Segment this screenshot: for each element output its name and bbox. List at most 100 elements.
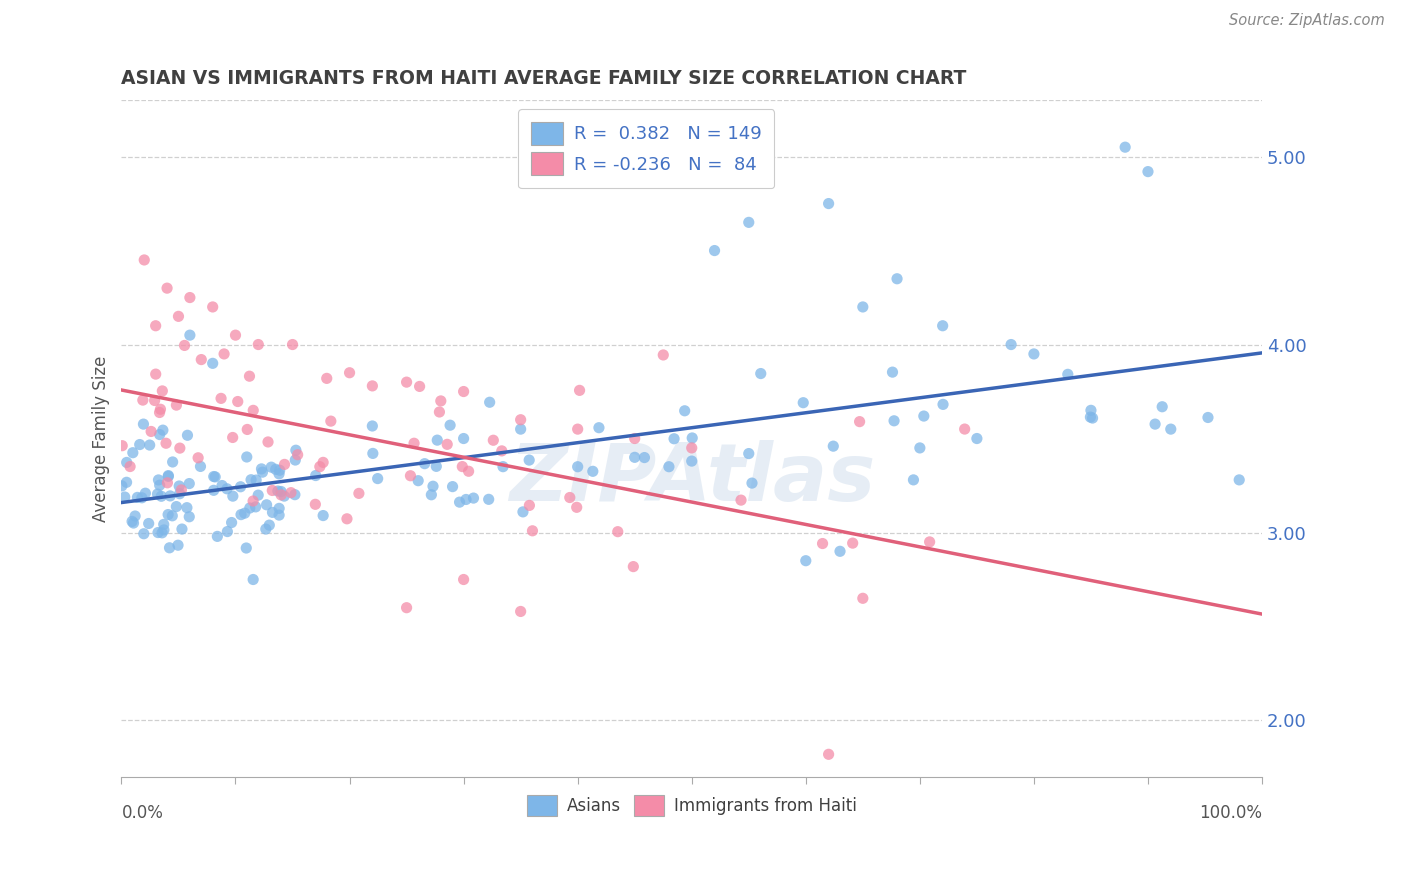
Text: ZIPAtlas: ZIPAtlas <box>509 440 875 518</box>
Point <box>361 379 384 393</box>
Point <box>823 439 845 453</box>
Point <box>568 384 591 398</box>
Point <box>124 508 146 523</box>
Point <box>139 425 162 439</box>
Text: ASIAN VS IMMIGRANTS FROM HAITI AVERAGE FAMILY SIZE CORRELATION CHART: ASIAN VS IMMIGRANTS FROM HAITI AVERAGE F… <box>121 69 967 87</box>
Point <box>252 465 274 479</box>
Point <box>512 505 534 519</box>
Point <box>222 489 245 503</box>
Point <box>588 420 610 434</box>
Point <box>1136 164 1159 178</box>
Point <box>122 516 145 530</box>
Point <box>179 291 201 305</box>
Point <box>623 450 645 465</box>
Point <box>422 479 444 493</box>
Point <box>567 422 589 436</box>
Point <box>399 468 422 483</box>
Point <box>454 492 477 507</box>
Point <box>212 347 235 361</box>
Point <box>478 395 501 409</box>
Point <box>658 459 681 474</box>
Point <box>457 464 479 478</box>
Point <box>149 402 172 417</box>
Point <box>114 490 136 504</box>
Point <box>250 462 273 476</box>
Point <box>254 522 277 536</box>
Point <box>408 379 430 393</box>
Point <box>211 478 233 492</box>
Point <box>794 554 817 568</box>
Point <box>111 479 134 493</box>
Point <box>932 397 955 411</box>
Point <box>1197 410 1219 425</box>
Point <box>319 414 342 428</box>
Point <box>229 480 252 494</box>
Point <box>1227 473 1250 487</box>
Point <box>453 432 475 446</box>
Point <box>882 365 904 379</box>
Point <box>308 459 330 474</box>
Point <box>817 747 839 762</box>
Point <box>565 500 588 515</box>
Point <box>361 446 384 460</box>
Point <box>111 439 134 453</box>
Point <box>138 438 160 452</box>
Point <box>478 492 501 507</box>
Point <box>245 473 267 487</box>
Point <box>221 516 243 530</box>
Point <box>149 478 172 492</box>
Point <box>1081 411 1104 425</box>
Point <box>436 437 458 451</box>
Point <box>239 501 262 516</box>
Point <box>1056 368 1078 382</box>
Point <box>623 432 645 446</box>
Point <box>242 403 264 417</box>
Point <box>425 459 447 474</box>
Point <box>273 458 295 472</box>
Point <box>121 515 143 529</box>
Point <box>247 337 270 351</box>
Point <box>236 422 259 436</box>
Point <box>953 422 976 436</box>
Point <box>170 522 193 536</box>
Point <box>453 573 475 587</box>
Text: Source: ZipAtlas.com: Source: ZipAtlas.com <box>1229 13 1385 29</box>
Point <box>131 491 153 505</box>
Point <box>169 487 191 501</box>
Point <box>204 470 226 484</box>
Point <box>1000 337 1022 351</box>
Point <box>167 310 190 324</box>
Point <box>165 500 187 514</box>
Point <box>269 463 291 477</box>
Point <box>406 474 429 488</box>
Point <box>509 422 531 436</box>
Point <box>179 476 201 491</box>
Point <box>233 506 256 520</box>
Point <box>202 483 225 498</box>
Point <box>673 404 696 418</box>
Point <box>304 497 326 511</box>
Point <box>207 529 229 543</box>
Point <box>240 473 263 487</box>
Point <box>420 488 443 502</box>
Point <box>202 469 225 483</box>
Point <box>828 544 851 558</box>
Point <box>150 489 173 503</box>
Point <box>179 509 201 524</box>
Point <box>1160 422 1182 436</box>
Point <box>134 252 156 267</box>
Point <box>848 415 870 429</box>
Point <box>152 423 174 437</box>
Point <box>463 491 485 505</box>
Point <box>157 469 180 483</box>
Point <box>257 434 280 449</box>
Point <box>449 495 471 509</box>
Point <box>841 536 863 550</box>
Point <box>260 460 283 475</box>
Point <box>1080 403 1102 417</box>
Point <box>284 488 307 502</box>
Point <box>159 541 181 555</box>
Point <box>426 433 449 447</box>
Point <box>1152 400 1174 414</box>
Point <box>179 328 201 343</box>
